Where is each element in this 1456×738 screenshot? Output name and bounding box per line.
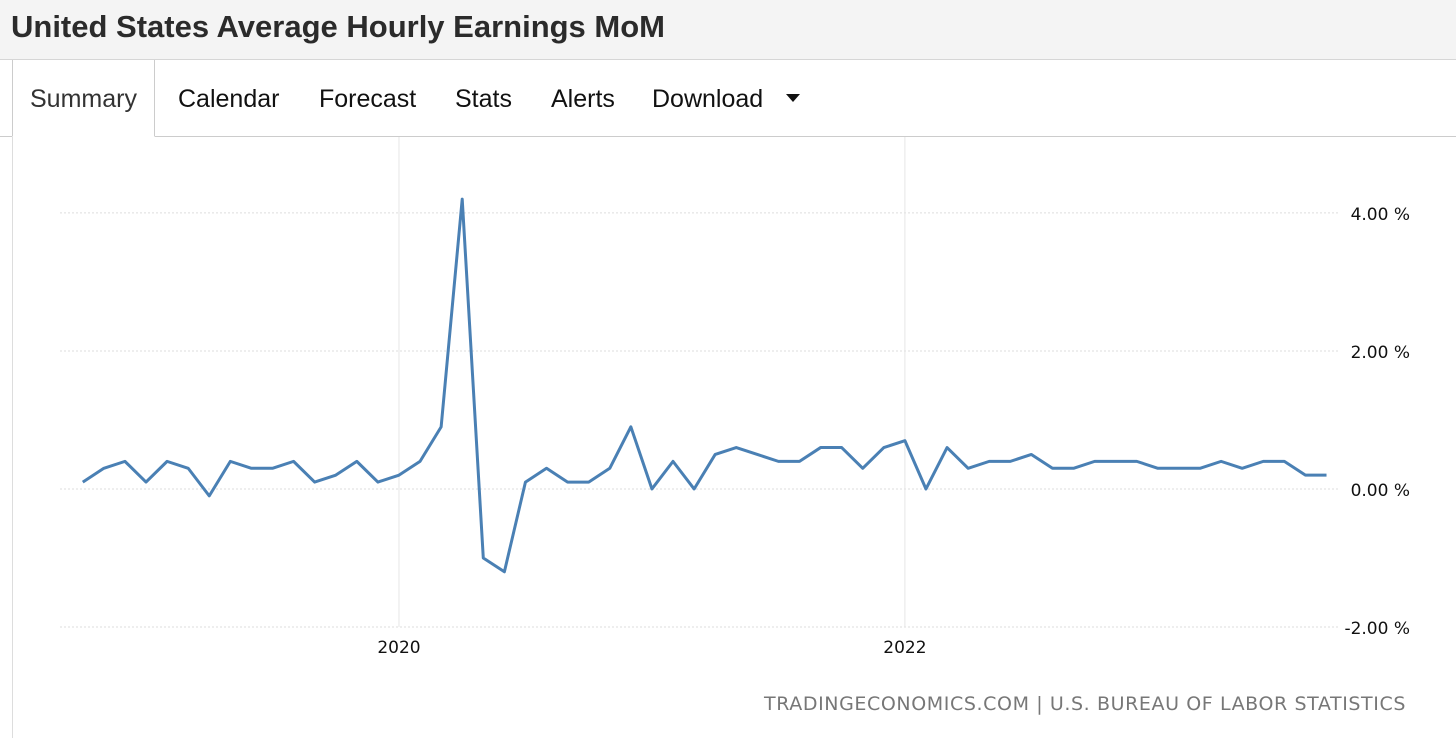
left-border [12, 137, 13, 738]
header: United States Average Hourly Earnings Mo… [0, 0, 1456, 60]
source: TRADINGECONOMICS.COM | U.S. BUREAU OF LA… [763, 693, 1406, 715]
tab[interactable]: Calendar [178, 85, 280, 113]
tab[interactable]: Stats [455, 85, 512, 113]
x-tick-label: 2020 [377, 638, 420, 658]
tab[interactable]: Summary [12, 60, 155, 137]
y-tick-label: 2.00 % [1351, 343, 1410, 363]
dropdown-caret[interactable] [786, 94, 800, 102]
tab[interactable]: Alerts [551, 85, 615, 113]
x-tick-label: 2022 [883, 638, 926, 658]
y-tick-label: -2.00 % [1344, 619, 1410, 639]
data-line [81, 197, 1327, 574]
tab-bar: Summary Calendar Forecast Stats Alerts D… [0, 60, 1456, 137]
tab[interactable]: Download [652, 85, 764, 113]
y-tick-label: 4.00 % [1351, 205, 1410, 225]
tab[interactable]: Forecast [319, 85, 417, 113]
y-tick-label: 0.00 % [1351, 481, 1410, 501]
page-title: United States Average Hourly Earnings Mo… [11, 9, 665, 44]
